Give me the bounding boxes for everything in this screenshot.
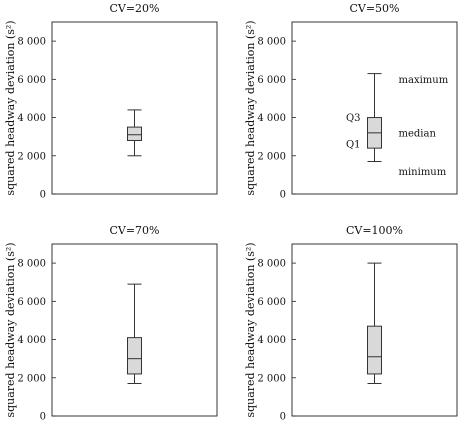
- annotation-label: Q1: [346, 140, 361, 151]
- y-tick-label: 4 000: [257, 113, 286, 124]
- y-tick-label: 8 000: [17, 259, 46, 270]
- y-tick-label: 2 000: [17, 151, 46, 162]
- y-tick-label: 4 000: [257, 335, 286, 346]
- y-tick-label: 6 000: [17, 75, 46, 86]
- panel-title: CV=20%: [109, 2, 159, 15]
- y-tick-label: 2 000: [257, 373, 286, 384]
- y-tick-label: 0: [280, 412, 286, 421]
- plot-frame: [51, 243, 218, 417]
- annotation-label: Q3: [346, 113, 361, 124]
- y-tick-label: 0: [40, 190, 46, 201]
- annotation-label: median: [399, 128, 437, 139]
- y-tick-label: 6 000: [257, 297, 286, 308]
- y-tick-label: 0: [280, 190, 286, 201]
- y-tick-label: 8 000: [257, 37, 286, 48]
- panel-title: CV=100%: [346, 224, 403, 237]
- box-iqr: [367, 325, 382, 375]
- y-tick-label: 6 000: [17, 297, 46, 308]
- y-axis-label: squared headway deviation (s²): [4, 20, 17, 195]
- panel-title: CV=50%: [349, 2, 399, 15]
- y-tick-label: 8 000: [17, 37, 46, 48]
- y-tick-label: 4 000: [17, 113, 46, 124]
- plot-frame: [291, 21, 458, 195]
- y-tick-label: 2 000: [17, 373, 46, 384]
- y-axis-label: squared headway deviation (s²): [244, 20, 257, 195]
- y-tick-label: 0: [40, 412, 46, 421]
- y-tick-label: 6 000: [257, 75, 286, 86]
- panel-title: CV=70%: [109, 224, 159, 237]
- y-tick-label: 2 000: [257, 151, 286, 162]
- box-iqr: [127, 126, 142, 141]
- plot-frame: [291, 243, 458, 417]
- y-tick-label: 8 000: [257, 259, 286, 270]
- y-axis-label: squared headway deviation (s²): [244, 242, 257, 417]
- annotation-label: maximum: [399, 75, 449, 86]
- y-tick-label: 4 000: [17, 335, 46, 346]
- box-iqr: [127, 337, 142, 375]
- annotation-label: minimum: [399, 167, 447, 178]
- plot-frame: [51, 21, 218, 195]
- y-axis-label: squared headway deviation (s²): [4, 242, 17, 417]
